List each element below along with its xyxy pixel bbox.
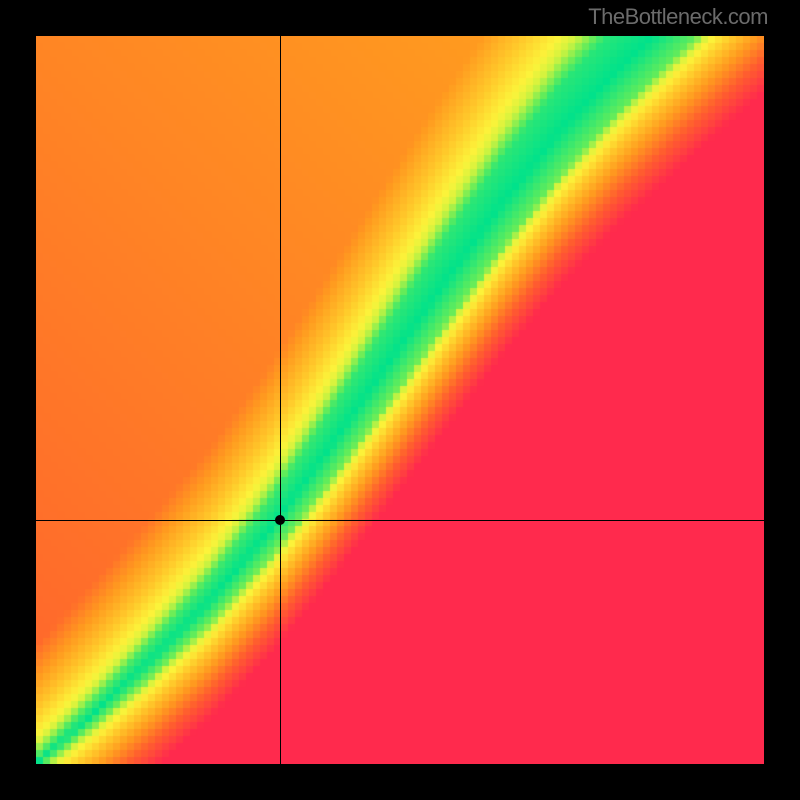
heatmap-canvas bbox=[36, 36, 764, 764]
watermark-text: TheBottleneck.com bbox=[588, 4, 768, 30]
crosshair-horizontal bbox=[36, 520, 764, 521]
bottleneck-heatmap bbox=[36, 36, 764, 764]
crosshair-vertical bbox=[280, 36, 281, 764]
selection-marker bbox=[275, 515, 285, 525]
